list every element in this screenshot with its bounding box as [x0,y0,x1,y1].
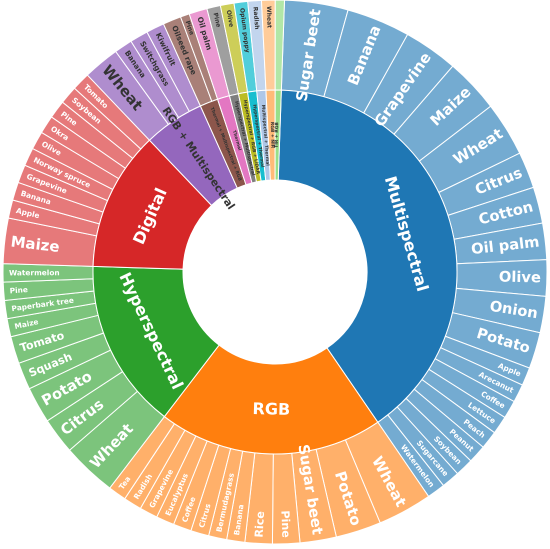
inner-label-multispectral-thermal: Multispectral + Thermal [260,105,271,167]
outer-label-hyperspectral-pine: Pine [9,285,28,295]
outer-label-multispectral-thermal-radish: Radish [252,6,261,29]
outer-label-digital-maize: Maize [10,232,61,256]
inner-label-rgb-nir: RGB + NIR [269,122,276,149]
center-hole [183,180,367,364]
outer-label-rgb-nir-wheat: Wheat [265,6,273,28]
inner-label-tir-rgb: TIR + RGB [274,122,280,148]
outer-label-hyperspectral-watermelon: Watermelon [9,268,60,277]
outer-label-thermal-multispectral-rgb-pine: Pine [184,20,196,36]
outer-label-hyperspectral-rgb-lidar-olive: Olive [225,10,235,28]
inner-label-rgb: RGB [252,399,290,419]
outer-label-rgb-banana: Banana [232,504,245,536]
outer-label-rgb-rice: Rice [252,511,267,538]
outer-label-hyperspectral-multispectral-pine: Pine [212,12,222,28]
inner-label-thermal: Thermal [231,130,243,152]
outer-label-rgb-pine: Pine [278,510,292,538]
outer-label-multispectral-olive: Olive [499,268,541,286]
